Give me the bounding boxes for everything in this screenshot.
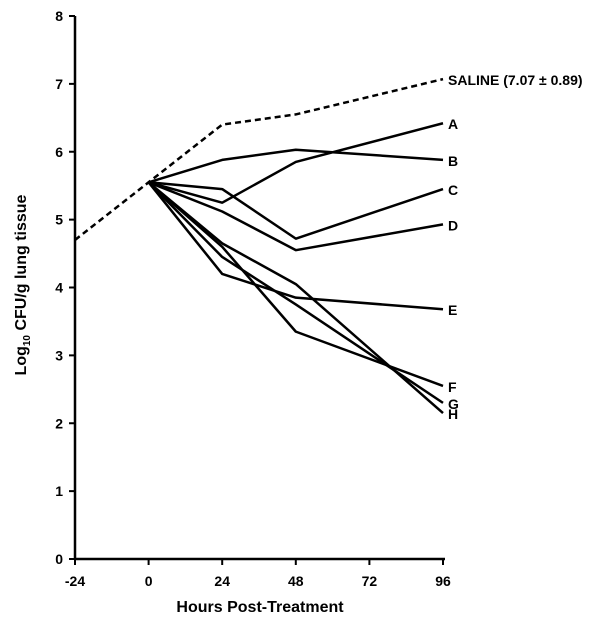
series-line-saline [74, 77, 444, 241]
x-tick-label: 72 [362, 573, 378, 589]
series-labels: SALINE (7.07 ± 0.89) A BC D E FGH [448, 72, 583, 422]
x-tick-label: 96 [435, 573, 451, 589]
x-axis-title: Hours Post-Treatment [176, 599, 344, 616]
series-lines [74, 77, 444, 415]
y-tick-label: 3 [55, 347, 63, 363]
y-axis-title: Log10 CFU/g lung tissue [13, 194, 33, 375]
y-tick-label: 0 [55, 551, 63, 567]
x-tick-label: 0 [145, 573, 153, 589]
series-line-g [147, 181, 444, 404]
y-tick-label: 2 [55, 415, 63, 431]
x-tick-label: 24 [214, 573, 230, 589]
axes [73, 16, 445, 561]
x-tick-label: 48 [288, 573, 304, 589]
y-axis-title-subscript: 10 [22, 335, 33, 347]
y-tick-label: 8 [55, 8, 63, 24]
series-line-d [148, 181, 444, 252]
series-label-a: A [448, 116, 458, 132]
series-line-e [147, 181, 444, 311]
series-line-h [147, 181, 444, 415]
series-label-g: G [448, 396, 459, 412]
series-label-f: F [448, 379, 457, 395]
series-label-d: D [448, 217, 458, 233]
y-tick-label: 6 [55, 144, 63, 160]
series-label-saline: SALINE (7.07 ± 0.89) [448, 72, 583, 88]
y-axis-title-log: Log [13, 346, 30, 375]
y-tick-label: 4 [55, 280, 63, 296]
x-tick-label: -24 [65, 573, 85, 589]
series-label-h: H [448, 406, 458, 422]
series-label-b: B [448, 153, 458, 169]
y-ticks: 0 1 2 3 4 5 6 7 8 [55, 8, 75, 567]
y-axis-title-unit: CFU/g lung tissue [13, 194, 30, 335]
series-line-c [148, 181, 444, 240]
series-label-c: C [448, 182, 458, 198]
series-label-e: E [448, 302, 457, 318]
y-tick-label: 7 [55, 76, 63, 92]
series-line-f [147, 181, 444, 388]
series-line-b [148, 148, 444, 184]
y-tick-label: 5 [55, 212, 63, 228]
series-line-a [148, 122, 444, 204]
x-ticks: -24 0 24 48 72 96 [65, 559, 451, 589]
y-tick-label: 1 [55, 483, 63, 499]
